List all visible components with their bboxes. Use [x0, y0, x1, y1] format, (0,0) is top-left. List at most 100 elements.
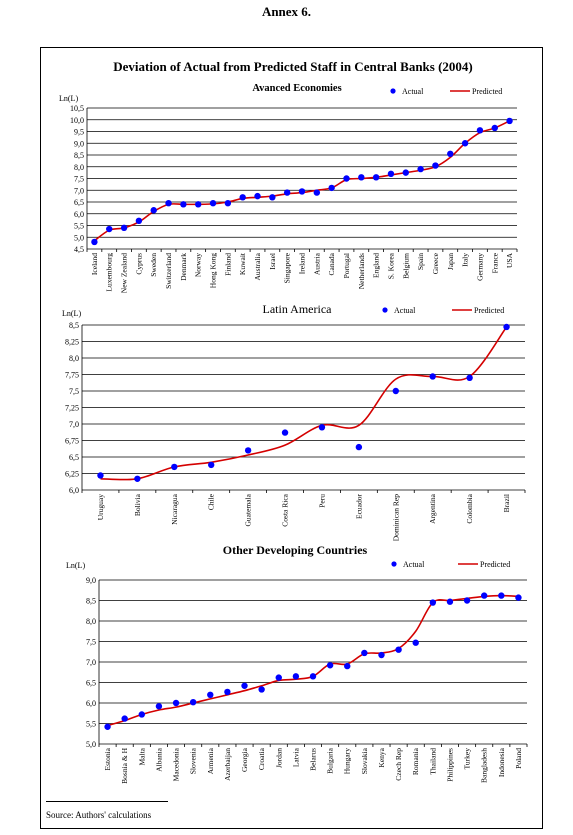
- y-tick-label: 8,25: [65, 338, 79, 347]
- y-tick-label: 7,5: [69, 387, 79, 396]
- actual-data-point: [207, 691, 214, 698]
- actual-data-point: [281, 429, 289, 436]
- actual-data-point: [309, 673, 317, 680]
- y-tick-label: 7,5: [74, 175, 84, 184]
- y-tick-label: 8,5: [69, 321, 79, 330]
- actual-data-point: [150, 207, 157, 214]
- category-label: Poland: [514, 748, 523, 769]
- actual-data-point: [258, 686, 265, 693]
- actual-data-point: [463, 597, 471, 604]
- actual-data-point: [412, 639, 419, 646]
- category-label: Bolivia: [133, 493, 142, 516]
- y-tick-label: 5,0: [74, 233, 84, 242]
- y-tick-label: 4,5: [74, 245, 84, 254]
- category-label: New Zealand: [120, 253, 129, 293]
- category-label: Turkey: [463, 748, 472, 770]
- actual-data-point: [91, 238, 98, 246]
- y-tick-label: 5,0: [86, 740, 96, 749]
- y-tick-label: 7,0: [74, 186, 84, 195]
- category-label: Spain: [416, 253, 425, 270]
- actual-data-point: [481, 592, 488, 599]
- chart-title: Other Developing Countries: [223, 543, 368, 557]
- actual-data-point: [326, 662, 334, 669]
- category-label: Cyprus: [134, 253, 143, 275]
- chart-title: Deviation of Actual from Predicted Staff…: [113, 59, 473, 74]
- y-tick-label: 10,5: [70, 104, 84, 113]
- y-tick-label: 6,0: [86, 699, 96, 708]
- category-label: Thailand: [428, 748, 437, 775]
- source-divider: [46, 801, 168, 802]
- category-label: France: [490, 252, 499, 273]
- actual-data-point: [298, 188, 306, 195]
- actual-data-point: [208, 461, 215, 469]
- y-tick-label: 7,5: [86, 638, 96, 647]
- actual-data-point: [269, 194, 276, 201]
- y-tick-label: 6,25: [65, 470, 79, 479]
- actual-data-point: [491, 124, 498, 132]
- category-label: Dominican Rep: [391, 494, 400, 542]
- actual-data-point: [121, 715, 128, 722]
- actual-data-point: [328, 184, 335, 192]
- category-label: Brazil: [502, 494, 511, 512]
- actual-data-point: [165, 199, 172, 207]
- category-label: Latvia: [291, 747, 300, 767]
- y-tick-label: 6,5: [69, 453, 79, 462]
- category-label: Philippines: [445, 748, 454, 782]
- category-label: Costa Rica: [281, 493, 290, 526]
- chart-title: Latin America: [263, 302, 333, 316]
- category-label: Colombia: [465, 493, 474, 523]
- category-label: Luxembourg: [105, 253, 114, 292]
- y-tick-label: 7,0: [86, 658, 96, 667]
- annex-frame: [40, 47, 543, 829]
- actual-data-point: [241, 682, 248, 689]
- y-tick-label: 5,5: [86, 720, 96, 729]
- chart-subtitle: Avanced Economies: [252, 83, 341, 94]
- legend-actual-label: Actual: [402, 87, 424, 96]
- actual-data-point: [447, 150, 454, 158]
- y-tick-label: 9,5: [74, 128, 84, 137]
- legend-actual-label: Actual: [403, 560, 425, 569]
- category-label: Hungary: [343, 748, 352, 774]
- y-tick-label: 10,0: [70, 116, 84, 125]
- actual-data-point: [466, 374, 473, 381]
- category-label: Indonesia: [497, 747, 506, 777]
- legend-actual-marker: [382, 307, 388, 313]
- actual-data-point: [358, 174, 365, 181]
- actual-data-point: [378, 651, 385, 659]
- y-tick-label: 8,0: [86, 617, 96, 626]
- category-label: Sweden: [149, 253, 158, 277]
- category-label: Kuwait: [238, 252, 247, 275]
- legend-actual-marker: [391, 561, 397, 567]
- actual-data-point: [120, 224, 128, 232]
- y-tick-label: 9,0: [86, 576, 96, 585]
- category-label: Bulgaria: [326, 747, 335, 773]
- category-label: Hong Kong: [209, 253, 218, 288]
- actual-data-point: [171, 463, 178, 471]
- actual-data-point: [97, 472, 104, 479]
- actual-data-point: [355, 443, 363, 451]
- actual-data-point: [239, 194, 246, 201]
- category-label: Romania: [411, 747, 420, 775]
- y-tick-label: 6,5: [74, 198, 84, 207]
- category-label: Estonia: [103, 747, 112, 770]
- legend-predicted-label: Predicted: [472, 87, 502, 96]
- y-tick-label: 6,0: [69, 486, 79, 495]
- y-tick-label: 7,75: [65, 371, 79, 380]
- actual-data-point: [180, 201, 187, 208]
- category-label: Greece: [431, 252, 440, 274]
- actual-data-point: [343, 175, 350, 182]
- category-label: Jordan: [274, 748, 283, 768]
- actual-data-point: [361, 649, 368, 657]
- actual-data-point: [461, 140, 469, 147]
- category-label: Albania: [154, 747, 163, 771]
- category-label: Uruguay: [96, 494, 105, 520]
- category-label: Belgium: [401, 253, 410, 279]
- category-label: Ecuador: [354, 494, 363, 519]
- y-tick-label: 9,0: [74, 139, 84, 148]
- y-tick-label: 8,5: [86, 597, 96, 606]
- category-label: Slovakia: [360, 747, 369, 774]
- predicted-series-line: [107, 594, 519, 727]
- y-tick-label: 8,0: [69, 354, 79, 363]
- actual-data-point: [283, 189, 291, 196]
